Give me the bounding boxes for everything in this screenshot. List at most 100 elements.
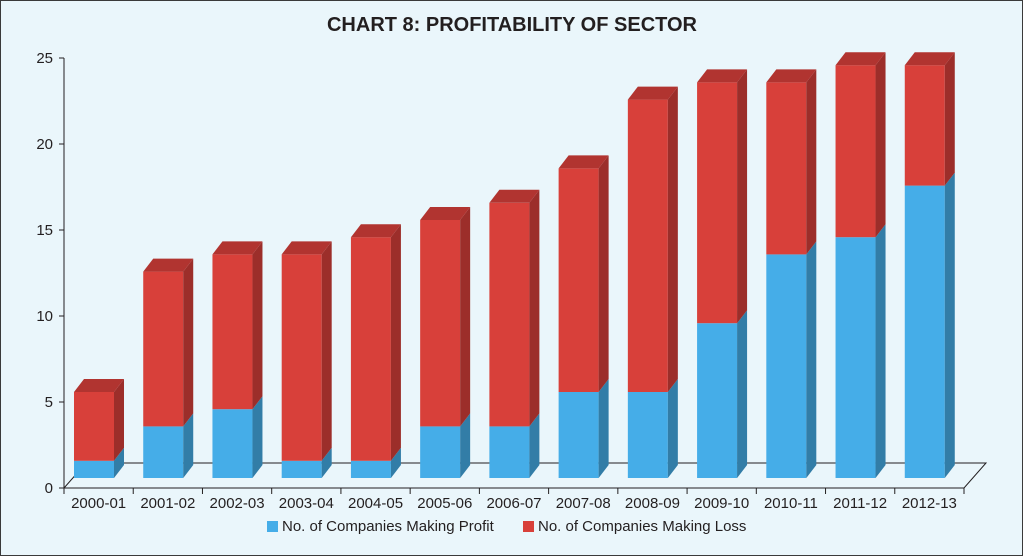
bar-segment <box>766 254 807 478</box>
bar-segment-top <box>489 189 540 203</box>
x-tick-label: 2010-11 <box>764 495 818 512</box>
bar-segment <box>143 271 184 427</box>
bar-segment <box>74 460 114 478</box>
y-tick-label: 10 <box>36 308 53 325</box>
bar-segment-top <box>835 52 886 66</box>
bar-segment <box>212 254 253 410</box>
bar-segment-side <box>460 413 471 478</box>
bar-segment-top <box>766 69 817 83</box>
bar-segment-side <box>806 69 817 255</box>
x-tick-label: 2006-07 <box>486 495 541 512</box>
bar-segment <box>143 426 184 478</box>
bar-segment-top <box>420 207 471 220</box>
x-tick-label: 2002-03 <box>210 495 265 512</box>
bar-segment-top <box>904 52 955 66</box>
bar-segment-side <box>806 241 817 478</box>
bar-segment-side <box>944 172 955 478</box>
bar-stack <box>766 69 817 478</box>
bar-segment-side <box>252 396 263 478</box>
bar-segment <box>697 82 738 324</box>
bar-segment <box>350 237 391 461</box>
x-tick-label: 2004-05 <box>348 495 403 512</box>
y-tick-label: 5 <box>45 394 53 411</box>
legend-label: No. of Companies Making Profit <box>282 518 495 535</box>
bar-stack <box>420 207 471 478</box>
x-tick-label: 2007-08 <box>556 495 611 512</box>
bar-segment-top <box>558 155 609 169</box>
bar-segment-side <box>114 379 124 461</box>
legend: No. of Companies Making Profit No. of Com… <box>267 518 746 535</box>
bar-segment-side <box>183 258 194 427</box>
bar-segment <box>420 426 461 478</box>
bar-stack <box>904 52 955 478</box>
bar-stack <box>558 155 609 478</box>
bar-stack <box>74 379 124 478</box>
bar-segment-top <box>350 224 401 238</box>
bar-segment-top <box>74 379 124 392</box>
bar-stack <box>627 86 678 478</box>
bar-segment <box>904 185 945 478</box>
bar-segment-side <box>529 413 540 478</box>
bar-stack <box>212 241 263 478</box>
bar-segment <box>74 392 114 461</box>
bar-stack <box>835 52 886 478</box>
bar-segment-side <box>875 224 886 478</box>
bar-segment <box>489 202 530 427</box>
bar-segment-side <box>460 207 471 427</box>
bar-segment <box>766 82 807 255</box>
bar-stack <box>489 189 540 478</box>
bar-segment <box>350 460 391 478</box>
x-tick-label: 2000-01 <box>71 495 126 512</box>
axes: 0 5 10 15 20 25 2000-01 2001-02 2002-03 2003-04 20… <box>36 50 965 512</box>
x-tick-label: 2009-10 <box>694 495 749 512</box>
bar-segment <box>420 220 461 427</box>
y-tick-label: 0 <box>45 480 53 497</box>
bar-segment-side <box>667 86 678 392</box>
bar-segment <box>558 168 599 392</box>
bar-segment-top <box>281 241 332 255</box>
y-tick-label: 25 <box>36 50 53 67</box>
bar-segment <box>697 323 738 478</box>
bar-segment-side <box>944 52 955 186</box>
x-tick-label: 2011-12 <box>833 495 887 512</box>
bar-segment <box>835 237 876 478</box>
bar-segment-side <box>598 379 609 478</box>
bars <box>74 52 955 478</box>
chart-title: CHART 8: PROFITABILITY OF SECTOR <box>327 14 698 36</box>
x-tick-label: 2008-09 <box>625 495 680 512</box>
bar-segment <box>281 254 322 461</box>
y-tick-label: 20 <box>36 136 53 153</box>
legend-swatch <box>523 521 534 532</box>
bar-segment-side <box>252 241 263 410</box>
bar-segment-top <box>212 241 263 255</box>
bar-segment-side <box>390 224 401 461</box>
bar-segment-side <box>183 413 194 478</box>
bar-segment-side <box>390 447 401 478</box>
bar-stack <box>697 69 748 478</box>
bar-segment-side <box>321 241 332 461</box>
bar-stack <box>350 224 401 478</box>
bar-segment <box>627 392 668 478</box>
bar-segment-top <box>627 86 678 100</box>
bar-segment-side <box>529 189 540 427</box>
bar-segment-side <box>737 310 748 478</box>
bar-segment <box>558 392 599 478</box>
bar-segment-top <box>143 258 194 272</box>
bar-segment <box>835 65 876 238</box>
x-tick-label: 2005-06 <box>417 495 472 512</box>
y-tick-label: 15 <box>36 222 53 239</box>
bar-segment <box>212 409 253 478</box>
x-tick-label: 2003-04 <box>279 495 334 512</box>
x-tick-label: 2001-02 <box>140 495 195 512</box>
bar-segment <box>489 426 530 478</box>
x-tick-label: 2012-13 <box>902 495 957 512</box>
bar-stack <box>143 258 194 478</box>
legend-label: No. of Companies Making Loss <box>538 518 746 535</box>
bar-segment-side <box>114 447 124 478</box>
bar-segment-side <box>598 155 609 392</box>
bar-segment-top <box>697 69 748 83</box>
legend-swatch <box>267 521 278 532</box>
bar-segment <box>627 99 668 392</box>
bar-segment <box>904 65 945 186</box>
